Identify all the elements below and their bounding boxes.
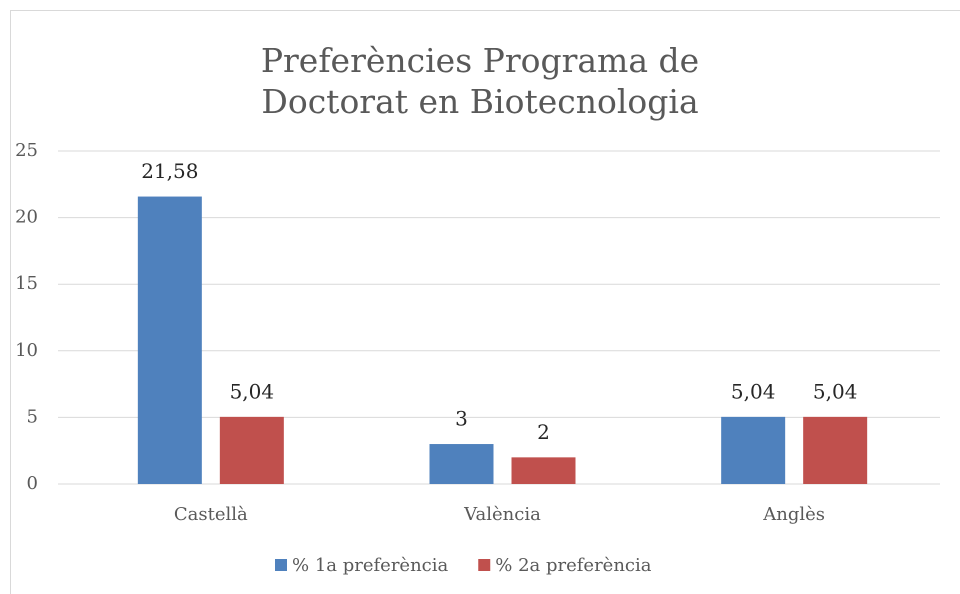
chart-title: Preferències Programa de Doctorat en Bio… <box>260 41 700 121</box>
legend-swatch <box>478 559 491 571</box>
x-tick-label: Anglès <box>762 504 825 525</box>
y-tick-label: 10 <box>15 340 38 361</box>
y-tick-label: 25 <box>15 140 38 161</box>
data-label: 5,04 <box>230 379 275 403</box>
data-label: 21,58 <box>141 159 198 183</box>
y-tick-label: 15 <box>15 273 38 294</box>
y-tick-label: 20 <box>15 207 38 228</box>
bar <box>137 196 202 485</box>
bar <box>803 416 868 484</box>
y-tick-label: 5 <box>27 406 38 427</box>
data-label: 2 <box>537 420 550 444</box>
legend-swatch <box>275 559 287 571</box>
y-tick-label: 0 <box>27 473 38 494</box>
data-label: 5,04 <box>731 379 776 403</box>
legend-label: % 1a preferència <box>292 555 449 576</box>
data-label: 3 <box>455 407 468 431</box>
legend-label: % 2a preferència <box>495 555 652 576</box>
bar <box>429 444 494 484</box>
chart-border <box>10 10 960 594</box>
x-tick-label: València <box>463 504 541 525</box>
bar <box>721 416 786 484</box>
x-tick-label: Castellà <box>174 504 248 525</box>
bar <box>219 416 284 484</box>
bar <box>511 457 576 484</box>
data-label: 5,04 <box>813 379 858 403</box>
